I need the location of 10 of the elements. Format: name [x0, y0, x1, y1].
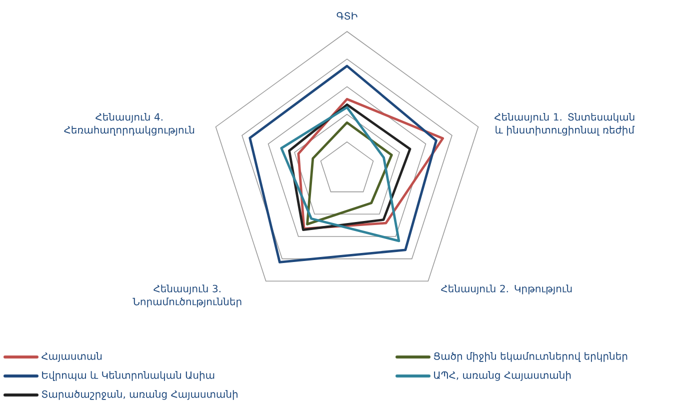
legend-label: ԱՊՀ, առանց Հայաստանի — [434, 371, 571, 381]
legend-label: Եվրոպա և Կենտրոնական Ասիա — [42, 371, 214, 381]
spoke-label: Հենասյուն 4. Հեռահաղորդակցություն — [64, 112, 194, 136]
legend-label: Հայաստան — [42, 352, 102, 362]
spoke-label: Հենասյուն 1. Տնտեսական և ինստիտուցիոնալ ռեժիմ — [494, 112, 635, 136]
spoke-label: Հենասյուն 2. Կրթություն — [441, 284, 572, 294]
spoke-label: Հենասյուն 3. Նորամուծություններ — [132, 284, 242, 308]
legend-label: Տարածաշրջան, առանց Հայաստանի — [42, 390, 238, 400]
spoke-label: ԳՏԻ — [336, 12, 358, 20]
legend-label: Ցածր միջին եկամուտներով երկրներ — [434, 352, 628, 362]
